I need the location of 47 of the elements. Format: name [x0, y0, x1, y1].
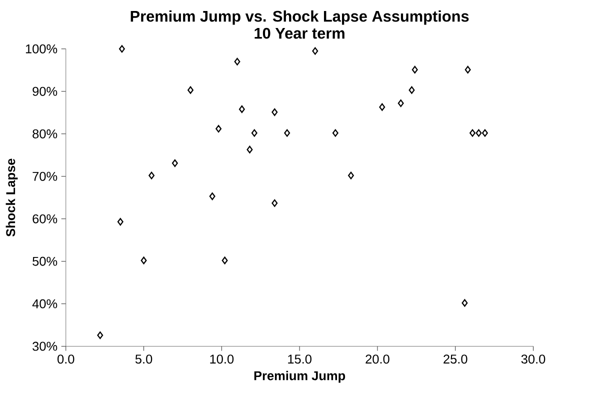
point [348, 172, 354, 180]
point [234, 58, 240, 66]
point [462, 299, 468, 307]
point [312, 47, 318, 55]
point [188, 86, 194, 94]
chart-title: Premium Jump vs. Shock Lapse Assumptions 10 Year term [130, 10, 469, 39]
y-tick-label: 40% [32, 300, 58, 309]
y-axis-title: Shock Lapse [6, 158, 18, 237]
x-tick-label: 30.0 [521, 354, 546, 364]
point [238, 106, 245, 114]
x-tick-label: 25.0 [444, 354, 468, 364]
y-tick-label: 50% [32, 257, 58, 266]
point [470, 129, 476, 137]
point [216, 125, 222, 133]
y-tick-label: 80% [32, 130, 58, 139]
point [408, 86, 415, 94]
point [482, 129, 488, 137]
point [464, 66, 471, 74]
point [251, 129, 258, 137]
point [332, 129, 338, 137]
point [476, 129, 482, 137]
x-tick-label: 0.0 [58, 354, 74, 364]
y-tick-label: 70% [32, 172, 58, 182]
point [398, 100, 404, 108]
point [148, 172, 155, 180]
point [246, 146, 253, 154]
point [412, 66, 418, 74]
point [272, 108, 278, 116]
x-tick-label: 15.0 [288, 354, 312, 364]
x-tick-label: 20.0 [366, 354, 390, 364]
point [379, 104, 386, 112]
point [117, 218, 124, 226]
point [118, 45, 125, 53]
x-tick-label: 10.0 [210, 354, 234, 364]
x-axis-title: Premium Jump [254, 371, 346, 384]
point [172, 160, 178, 168]
point [272, 200, 278, 208]
y-tick-label: 60% [32, 214, 58, 224]
point [222, 256, 228, 264]
point [97, 332, 104, 340]
point [140, 256, 147, 264]
point [284, 129, 290, 137]
y-tick-label: 90% [32, 87, 58, 96]
point [209, 192, 216, 200]
x-tick-label: 5.0 [135, 354, 152, 364]
y-tick-label: 30% [32, 342, 58, 352]
y-tick-label: 100% [26, 44, 58, 54]
